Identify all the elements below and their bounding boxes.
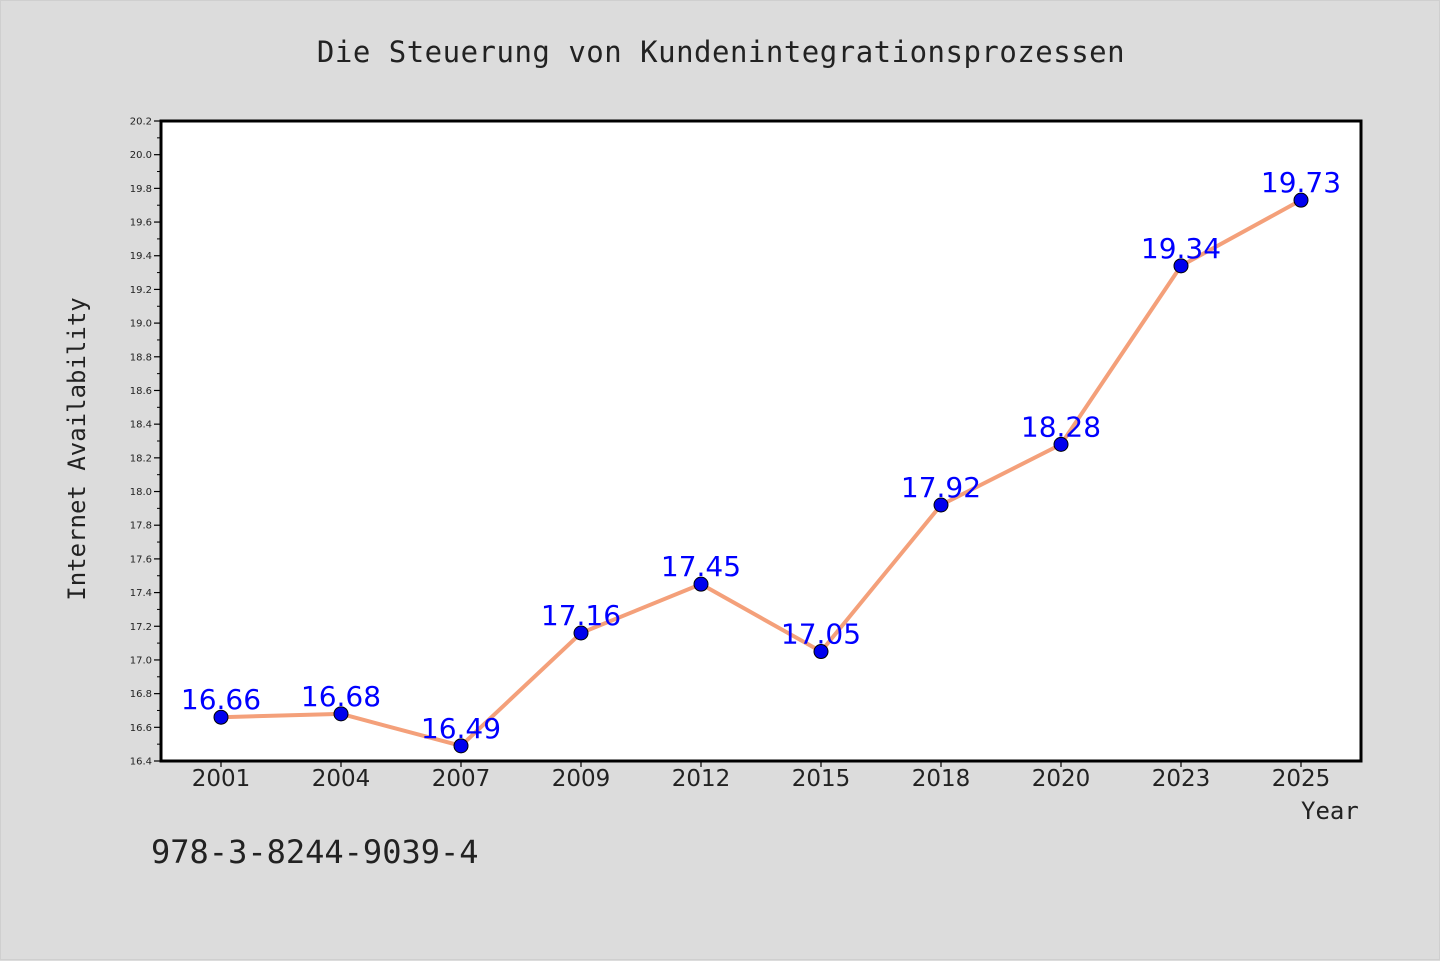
y-tick-label: 19.0	[130, 319, 152, 330]
data-label: 16.66	[181, 683, 261, 716]
x-tick-label: 2023	[1152, 766, 1211, 792]
data-point	[333, 706, 349, 722]
data-label: 19.73	[1261, 166, 1341, 199]
y-tick-label: 18.2	[130, 453, 152, 464]
y-tick-label: 19.8	[130, 184, 152, 195]
data-point	[693, 576, 709, 592]
x-tick-label: 2018	[912, 766, 971, 792]
data-point	[933, 497, 949, 513]
x-tick-label: 2015	[792, 766, 851, 792]
y-tick-label: 18.4	[130, 420, 152, 431]
data-label: 17.92	[901, 471, 981, 504]
y-tick-label: 19.2	[130, 285, 152, 296]
data-label: 17.45	[661, 550, 741, 583]
data-point	[1173, 258, 1189, 274]
y-tick-label: 17.2	[130, 622, 152, 633]
y-tick-label: 16.8	[130, 689, 152, 700]
x-tick-label: 2009	[552, 766, 611, 792]
y-tick-label: 16.6	[130, 723, 152, 734]
x-tick-label: 2012	[672, 766, 731, 792]
y-tick-label: 18.0	[130, 487, 152, 498]
y-tick-label: 20.0	[130, 150, 152, 161]
data-point	[573, 625, 589, 641]
y-tick-label: 16.4	[130, 757, 152, 768]
data-point	[813, 644, 829, 660]
y-tick-label: 18.6	[130, 386, 152, 397]
y-tick-label: 17.0	[130, 655, 152, 666]
series-line	[219, 198, 1303, 748]
x-tick-label: 2025	[1272, 766, 1331, 792]
data-label: 16.68	[301, 680, 381, 713]
data-point	[1053, 436, 1069, 452]
data-label: 19.34	[1141, 232, 1221, 265]
y-tick-label: 17.6	[130, 554, 152, 565]
data-label: 17.16	[541, 599, 621, 632]
y-axis-label: Internet Availability	[63, 297, 91, 601]
data-point	[213, 709, 229, 725]
data-point	[453, 738, 469, 754]
y-tick-label: 19.4	[130, 251, 152, 262]
x-tick-label: 2007	[432, 766, 491, 792]
y-tick-label: 17.4	[130, 588, 152, 599]
data-point	[1293, 192, 1309, 208]
y-tick-label: 18.8	[130, 352, 152, 363]
x-axis-label: Year	[1301, 797, 1359, 825]
plot-frame	[159, 119, 1363, 763]
x-tick-label: 2020	[1032, 766, 1091, 792]
chart-title: Die Steuerung von Kundenintegrationsproz…	[316, 35, 1126, 69]
y-tick-label: 20.2	[130, 117, 152, 128]
y-tick-label: 17.8	[130, 521, 152, 532]
isbn-text: 978-3-8244-9039-4	[151, 833, 479, 871]
x-tick-label: 2001	[192, 766, 251, 792]
x-tick-label: 2004	[312, 766, 371, 792]
data-label: 17.05	[781, 618, 861, 651]
data-label: 16.49	[421, 712, 501, 745]
data-label: 18.28	[1021, 410, 1101, 443]
y-tick-label: 19.6	[130, 218, 152, 229]
